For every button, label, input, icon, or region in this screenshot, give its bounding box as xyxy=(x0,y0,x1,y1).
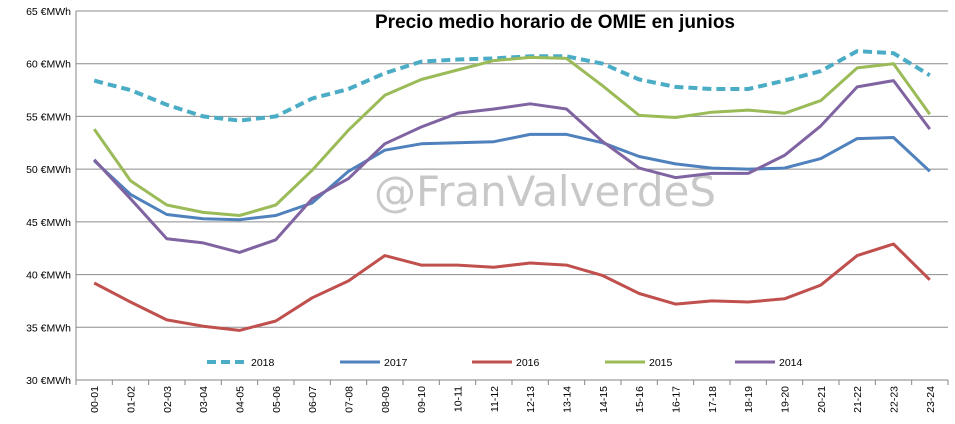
x-tick-label: 14-15 xyxy=(598,386,610,413)
y-tick-label: 35 €MWh xyxy=(26,322,71,334)
x-tick-label: 06-07 xyxy=(307,386,319,413)
y-tick-label: 30 €MWh xyxy=(26,375,71,387)
x-tick-label: 20-21 xyxy=(816,386,828,413)
y-tick-label: 50 €MWh xyxy=(26,164,71,176)
legend-label-2016: 2016 xyxy=(516,357,540,369)
x-tick-label: 09-10 xyxy=(416,386,428,413)
x-tick-label: 11-12 xyxy=(489,386,501,412)
chart-title: Precio medio horario de OMIE en junios xyxy=(375,12,735,33)
series-line-2016 xyxy=(93,242,931,332)
legend-label-2017: 2017 xyxy=(384,357,408,369)
x-tick-label: 18-19 xyxy=(743,386,755,413)
y-tick-label: 45 €MWh xyxy=(26,217,71,229)
series-line-2017 xyxy=(93,132,931,222)
x-tick-label: 22-23 xyxy=(889,386,901,413)
x-tick-label: 04-05 xyxy=(235,386,247,413)
series-line-2018 xyxy=(93,49,931,123)
x-tick-label: 07-08 xyxy=(344,386,356,413)
legend-label-2018: 2018 xyxy=(251,357,275,369)
x-tick-label: 16-17 xyxy=(671,386,683,413)
y-tick-label: 60 €MWh xyxy=(26,59,71,71)
axes: 30 €MWh 35 €MWh 40 €MWh 45 €MWh 50 €MWh 55 €M… xyxy=(26,6,949,413)
x-tick-label: 10-11 xyxy=(453,386,465,412)
series-lines xyxy=(92,49,932,332)
y-tick-label: 65 €MWh xyxy=(26,6,71,18)
x-tick-label: 12-13 xyxy=(525,386,537,413)
legend-label-2015: 2015 xyxy=(649,357,673,369)
series-line-2015 xyxy=(92,55,932,217)
y-tick-label: 40 €MWh xyxy=(26,270,71,282)
x-tick-label: 19-20 xyxy=(780,386,792,413)
y-tick-label: 55 €MWh xyxy=(26,111,71,123)
x-tick-label: 08-09 xyxy=(380,386,392,413)
x-tick-label: 17-18 xyxy=(707,386,719,413)
legend: 2018 2017 2016 2015 2014 xyxy=(207,357,803,369)
legend-label-2014: 2014 xyxy=(779,357,803,369)
watermark-text: @FranValverdeS xyxy=(374,167,716,216)
x-tick-label: 03-04 xyxy=(198,386,210,413)
x-tick-label: 00-01 xyxy=(89,386,101,413)
x-tick-label: 01-02 xyxy=(126,386,138,413)
x-tick-label: 21-22 xyxy=(852,386,864,413)
x-tick-label: 13-14 xyxy=(562,386,574,413)
x-tick-label: 02-03 xyxy=(162,386,174,413)
series-line-2014 xyxy=(93,79,932,254)
x-tick-label: 23-24 xyxy=(925,386,937,413)
x-tick-label: 15-16 xyxy=(634,386,646,413)
x-tick-label: 05-06 xyxy=(271,386,283,413)
